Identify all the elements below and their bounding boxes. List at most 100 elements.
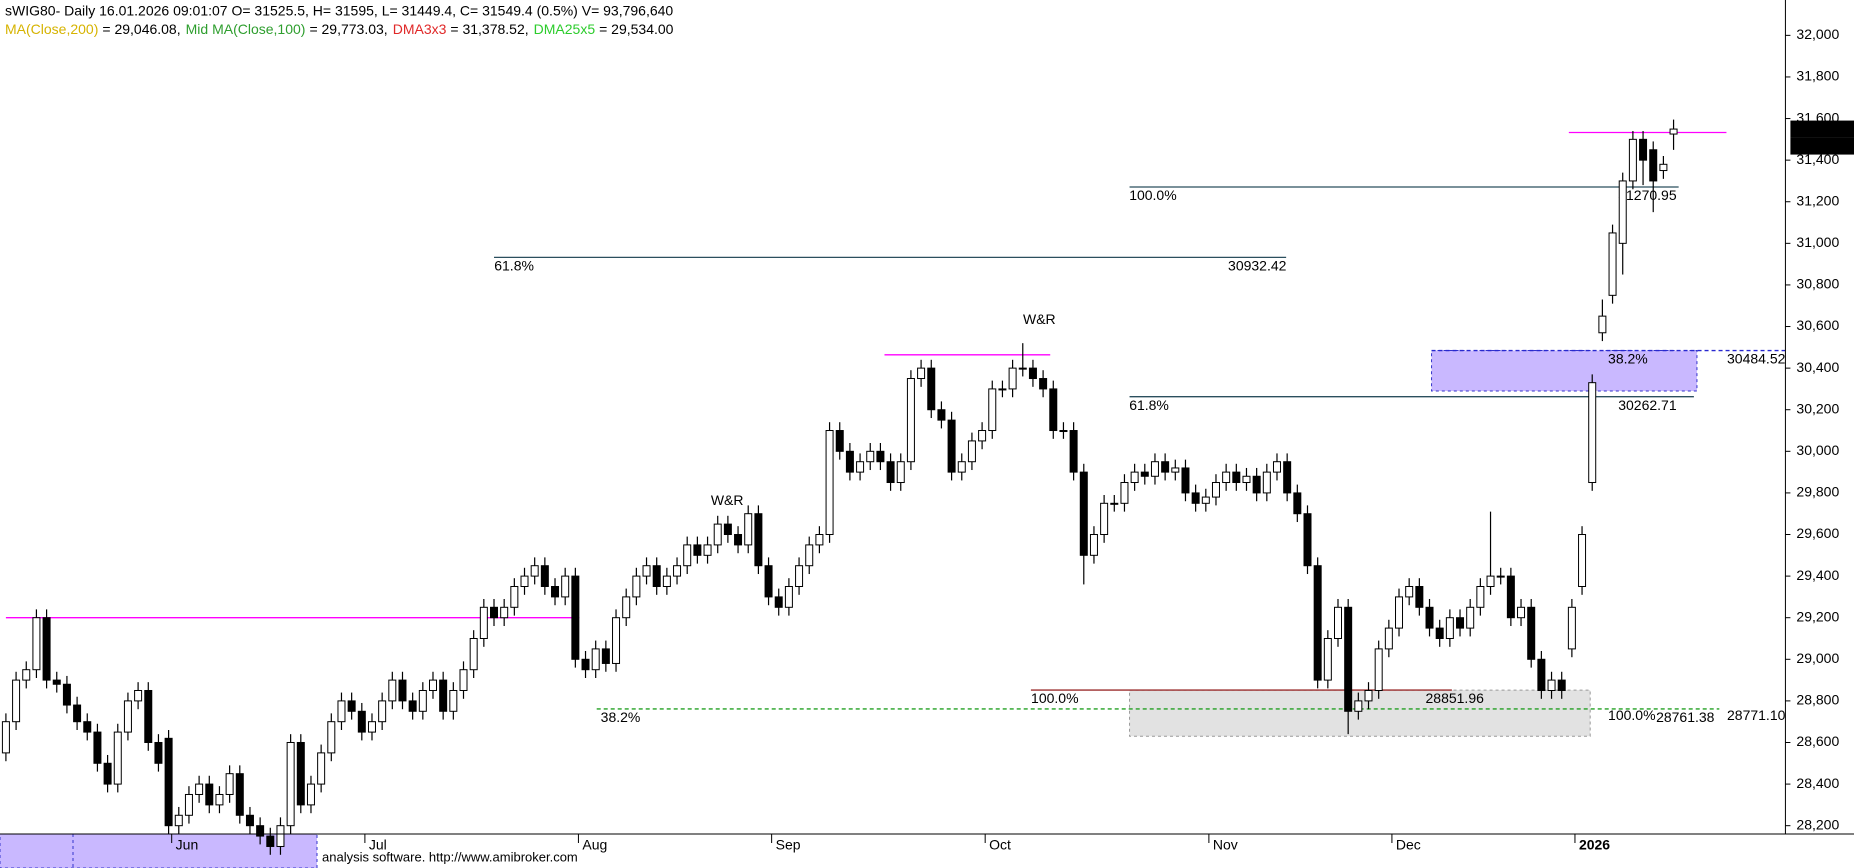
candle-body bbox=[42, 617, 51, 681]
y-tick-label: 28,200 bbox=[1796, 816, 1839, 832]
candle-body bbox=[1059, 430, 1068, 433]
candle-body bbox=[500, 606, 509, 619]
candle-body bbox=[1150, 461, 1159, 477]
candle-body bbox=[1618, 180, 1627, 244]
level-value: 28771.10 bbox=[1727, 707, 1786, 723]
candle-body bbox=[1517, 606, 1526, 619]
level-value: 28851.96 bbox=[1426, 690, 1485, 706]
candle-body bbox=[1537, 658, 1546, 691]
candle-body bbox=[357, 710, 366, 733]
candle-body bbox=[784, 586, 793, 608]
candle-body bbox=[1476, 586, 1485, 608]
candle-body bbox=[317, 752, 326, 785]
candle-body bbox=[245, 814, 254, 827]
y-tick-label: 30,600 bbox=[1796, 317, 1839, 333]
candle-body bbox=[673, 565, 682, 577]
y-tick-label: 32,000 bbox=[1796, 26, 1839, 42]
candle-body bbox=[195, 783, 204, 795]
footer: analysis software. http://www.amibroker.… bbox=[322, 849, 578, 864]
candle-body bbox=[1395, 596, 1404, 629]
candle-body bbox=[774, 596, 783, 608]
candle-body bbox=[1100, 502, 1109, 536]
candle-body bbox=[978, 430, 987, 442]
y-tick-label: 28,400 bbox=[1796, 775, 1839, 791]
candle-body bbox=[652, 565, 661, 588]
price-tag-label: 31,549.4 bbox=[1794, 120, 1849, 136]
y-tick-label: 30,800 bbox=[1796, 276, 1839, 292]
candle-body bbox=[144, 689, 153, 743]
candle-body bbox=[693, 544, 702, 556]
candle-body bbox=[1191, 492, 1200, 504]
candle-body bbox=[754, 513, 763, 567]
level-label: 38.2% bbox=[601, 709, 641, 725]
candle-body bbox=[601, 648, 610, 664]
candle-body bbox=[662, 575, 671, 588]
candle-body bbox=[1303, 513, 1312, 567]
level-label: 61.8% bbox=[1129, 397, 1169, 413]
annotation: W&R bbox=[711, 492, 744, 508]
candle-body bbox=[1506, 575, 1515, 619]
candle-body bbox=[83, 721, 92, 733]
candle-body bbox=[1415, 586, 1424, 608]
candle-body bbox=[1588, 382, 1597, 484]
candle-body bbox=[937, 409, 946, 421]
indicator-value: = 31,378.52, bbox=[450, 21, 528, 37]
candle-body bbox=[1354, 700, 1363, 712]
x-tick-label: Sep bbox=[776, 837, 801, 853]
candle-body bbox=[561, 575, 570, 598]
indicator-value: = 29,046.08, bbox=[102, 21, 180, 37]
candle-body bbox=[713, 523, 722, 546]
candle-body bbox=[469, 637, 478, 671]
candle-body bbox=[1130, 471, 1139, 484]
candle-body bbox=[439, 679, 448, 712]
indicator-name: MA(Close,200) bbox=[5, 21, 98, 37]
candle-body bbox=[1578, 534, 1587, 588]
x-tick-label: Jun bbox=[176, 837, 199, 853]
candle-body bbox=[256, 825, 265, 837]
candle-body bbox=[52, 679, 61, 685]
candle-body bbox=[1547, 679, 1556, 691]
candle-body bbox=[1293, 492, 1302, 515]
candle-body bbox=[490, 606, 499, 619]
candle-body bbox=[62, 683, 71, 706]
chart-title: sWIG80- Daily 16.01.2026 09:01:07 O= 315… bbox=[5, 3, 673, 19]
candle-body bbox=[967, 440, 976, 463]
candle-body bbox=[1110, 502, 1119, 505]
candle-body bbox=[184, 793, 193, 816]
y-tick-label: 29,600 bbox=[1796, 525, 1839, 541]
candle-body bbox=[1598, 315, 1607, 334]
price-tag bbox=[1790, 137, 1854, 155]
candle-body bbox=[215, 793, 224, 806]
candle-body bbox=[73, 704, 82, 723]
candle-body bbox=[276, 825, 285, 847]
x-tick-label: Dec bbox=[1396, 837, 1421, 853]
zone bbox=[1129, 689, 1591, 737]
candle-body bbox=[205, 783, 214, 806]
candle-body bbox=[988, 388, 997, 432]
candle-body bbox=[795, 565, 804, 588]
candle-body bbox=[1201, 496, 1210, 504]
candle-body bbox=[1445, 617, 1454, 639]
candle-body bbox=[1649, 149, 1658, 182]
candle-body bbox=[1669, 128, 1678, 135]
candle-body bbox=[1120, 482, 1129, 504]
candle-body bbox=[886, 461, 895, 484]
candle-body bbox=[1425, 606, 1434, 629]
candle-body bbox=[1456, 617, 1465, 629]
candle-body bbox=[896, 461, 905, 484]
candle-body bbox=[235, 773, 244, 816]
candle-body bbox=[296, 741, 305, 806]
y-tick-label: 29,400 bbox=[1796, 567, 1839, 583]
candle-body bbox=[591, 648, 600, 671]
candle-body bbox=[835, 430, 844, 452]
x-tick-label: Aug bbox=[582, 837, 607, 853]
candle-body bbox=[1222, 471, 1231, 484]
y-tick-label: 31,200 bbox=[1796, 192, 1839, 208]
candle-body bbox=[1567, 606, 1576, 650]
candle-body bbox=[428, 679, 437, 691]
y-tick-label: 31,800 bbox=[1796, 68, 1839, 84]
candle-body bbox=[1283, 461, 1292, 494]
level-label: 38.2% bbox=[1608, 351, 1648, 367]
